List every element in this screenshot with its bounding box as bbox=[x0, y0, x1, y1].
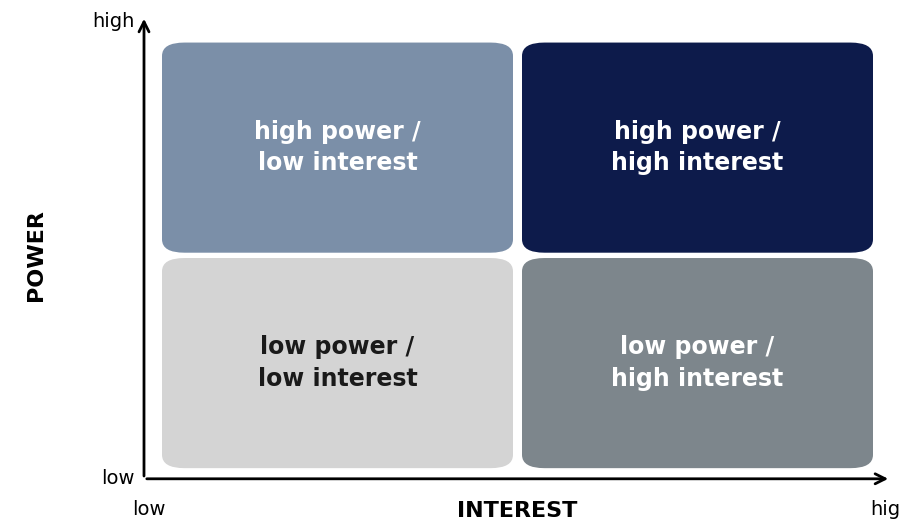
Text: low: low bbox=[102, 469, 135, 488]
Text: high power /
low interest: high power / low interest bbox=[254, 120, 421, 176]
Text: high: high bbox=[869, 500, 900, 519]
FancyBboxPatch shape bbox=[162, 43, 513, 253]
Text: high: high bbox=[93, 12, 135, 31]
FancyBboxPatch shape bbox=[162, 258, 513, 468]
Text: high power /
high interest: high power / high interest bbox=[611, 120, 784, 176]
Text: low power /
low interest: low power / low interest bbox=[257, 335, 418, 391]
Text: INTEREST: INTEREST bbox=[457, 501, 578, 521]
FancyBboxPatch shape bbox=[522, 43, 873, 253]
Text: low power /
high interest: low power / high interest bbox=[611, 335, 784, 391]
FancyBboxPatch shape bbox=[522, 258, 873, 468]
Text: POWER: POWER bbox=[26, 210, 46, 301]
Text: low: low bbox=[131, 500, 166, 519]
